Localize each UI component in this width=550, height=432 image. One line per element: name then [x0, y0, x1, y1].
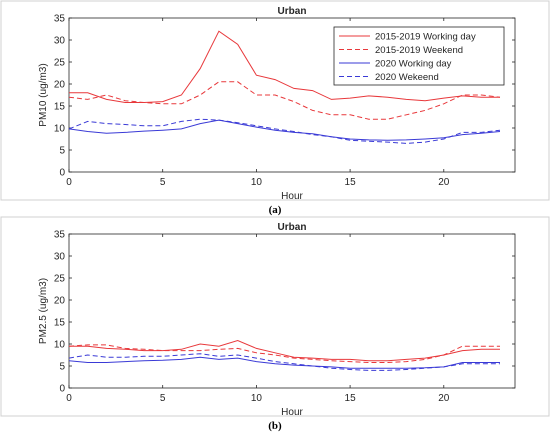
chart-b-xtick-label: 20 — [438, 393, 450, 404]
chart-a-title: Urban — [278, 6, 307, 17]
chart-b-xtick-label: 10 — [251, 393, 263, 404]
chart-a-caption: (a) — [269, 204, 282, 216]
chart-panel-a: Urban 0 5 10 15 20 25 30 35 0 5 10 15 20 Hour PM10 (ug/… — [0, 0, 550, 216]
chart-a-series-line-2 — [68, 119, 501, 141]
chart-b-x-axis-label: Hour — [281, 407, 303, 418]
chart-a-ytick-label: 35 — [54, 14, 66, 25]
chart-a-frame — [0, 0, 550, 201]
chart-b-ytick-label: 10 — [54, 340, 66, 351]
chart-a-svg: Urban 0 5 10 15 20 25 30 35 0 5 10 15 20 Hour PM10 (ug/… — [0, 0, 550, 216]
chart-b-series-line-3 — [68, 353, 500, 371]
chart-b-ytick-label: 15 — [54, 318, 66, 329]
chart-b-xtick-label: 5 — [160, 393, 166, 404]
chart-b-ytick-label: 35 — [54, 230, 66, 241]
chart-a-ytick-label: 10 — [54, 124, 66, 135]
chart-b-frame — [0, 216, 550, 417]
chart-a-ytick-label: 0 — [59, 168, 65, 179]
chart-b-svg: Urban 0 5 10 15 20 25 30 35 0 5 10 15 20 Hour PM2.5 (ug… — [0, 216, 550, 432]
chart-a-y-axis-label: PM10 (ug/m3) — [38, 63, 49, 126]
chart-b-series-line-1 — [68, 344, 500, 363]
chart-a-xtick-label: 20 — [438, 177, 450, 188]
chart-b-title: Urban — [278, 222, 307, 233]
chart-b-plot-area — [68, 233, 516, 389]
chart-a-series-line-3 — [68, 118, 501, 144]
chart-a-ytick-label: 5 — [59, 146, 65, 157]
chart-a-legend-label-0: 2015-2019 Working day — [375, 32, 476, 43]
chart-b-ytick-label: 20 — [54, 296, 66, 307]
chart-a-xtick-label: 5 — [160, 177, 166, 188]
chart-a-ytick-label: 20 — [54, 80, 66, 91]
chart-b-series-line-0 — [69, 339, 500, 362]
chart-a-legend-label-2: 2020 Working day — [375, 59, 452, 70]
chart-b-caption: (b) — [268, 420, 282, 432]
chart-a-ytick-label: 15 — [54, 102, 66, 113]
chart-a-legend-label-3: 2020 Wekeend — [375, 72, 439, 83]
chart-a-legend-box — [333, 26, 505, 86]
chart-a-x-axis-label: Hour — [281, 191, 303, 202]
chart-b-y-axis-label: PM2.5 (ug/m3) — [38, 278, 49, 344]
chart-a-xtick-label: 15 — [345, 177, 357, 188]
chart-a-ytick-label: 30 — [54, 36, 66, 47]
chart-a-ytick-label: 25 — [54, 58, 66, 69]
chart-a-legend-label-1: 2015-2019 Weekend — [375, 45, 463, 56]
chart-a-series-line-1 — [68, 81, 501, 120]
chart-b-xtick-label: 15 — [345, 393, 357, 404]
chart-b-ytick-label: 30 — [54, 252, 66, 263]
chart-panel-b: Urban 0 5 10 15 20 25 30 35 0 5 10 15 20 Hour PM2.5 (ug… — [0, 216, 550, 432]
chart-a-xtick-label: 10 — [251, 177, 263, 188]
chart-b-xtick-label: 0 — [66, 393, 72, 404]
chart-b-ytick-label: 0 — [59, 384, 65, 395]
chart-a-xtick-label: 0 — [66, 177, 72, 188]
chart-b-ytick-label: 5 — [59, 362, 65, 373]
chart-b-ytick-label: 25 — [54, 274, 66, 285]
